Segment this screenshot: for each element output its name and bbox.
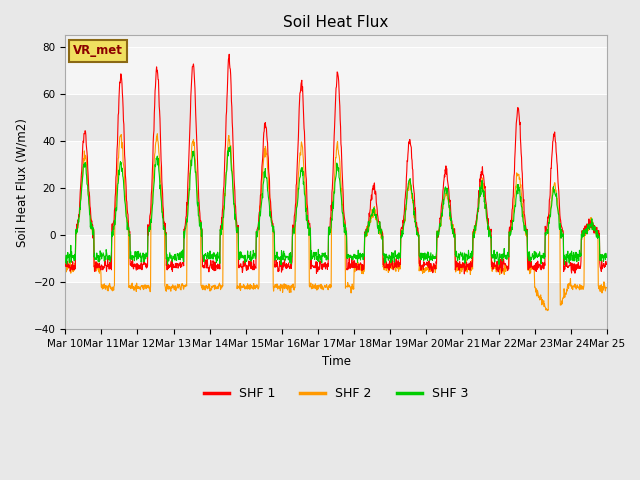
SHF 3 [168,259,176,264]
SHF 2 [182,282,190,288]
SHF 3 [277,262,285,267]
SHF 3 [539,254,547,260]
Line: SHF 2: SHF 2 [65,134,607,311]
SHF 1 [182,219,189,225]
SHF 2 [169,282,177,288]
X-axis label: Time: Time [321,355,351,368]
SHF 2 [420,265,428,271]
Bar [65,47,607,94]
SHF 3 [603,254,611,260]
SHF 1 [461,271,468,277]
Bar [65,94,607,141]
SHF 1 [243,267,250,273]
Bar [65,188,607,235]
SHF 3 [420,255,428,261]
Bar [65,141,607,188]
SHF 3 [243,259,250,264]
SHF 1 [225,51,233,57]
SHF 1 [61,262,69,267]
Legend: SHF 1, SHF 2, SHF 3: SHF 1, SHF 2, SHF 3 [199,383,473,406]
SHF 3 [182,226,189,231]
SHF 2 [603,285,611,291]
SHF 1 [492,263,499,268]
SHF 1 [420,263,428,269]
SHF 1 [168,268,176,274]
Text: VR_met: VR_met [73,45,123,58]
SHF 1 [603,261,611,267]
Line: SHF 3: SHF 3 [65,146,607,264]
SHF 2 [543,308,551,313]
SHF 3 [492,252,499,257]
SHF 2 [154,131,161,137]
Line: SHF 1: SHF 1 [65,54,607,274]
SHF 3 [61,260,69,265]
SHF 2 [61,264,69,269]
SHF 2 [243,285,250,291]
Bar [65,282,607,329]
Title: Soil Heat Flux: Soil Heat Flux [284,15,388,30]
SHF 2 [539,301,547,307]
SHF 2 [491,265,499,271]
Bar [65,235,607,282]
SHF 1 [539,260,547,265]
SHF 3 [227,144,234,149]
Y-axis label: Soil Heat Flux (W/m2): Soil Heat Flux (W/m2) [15,118,28,247]
